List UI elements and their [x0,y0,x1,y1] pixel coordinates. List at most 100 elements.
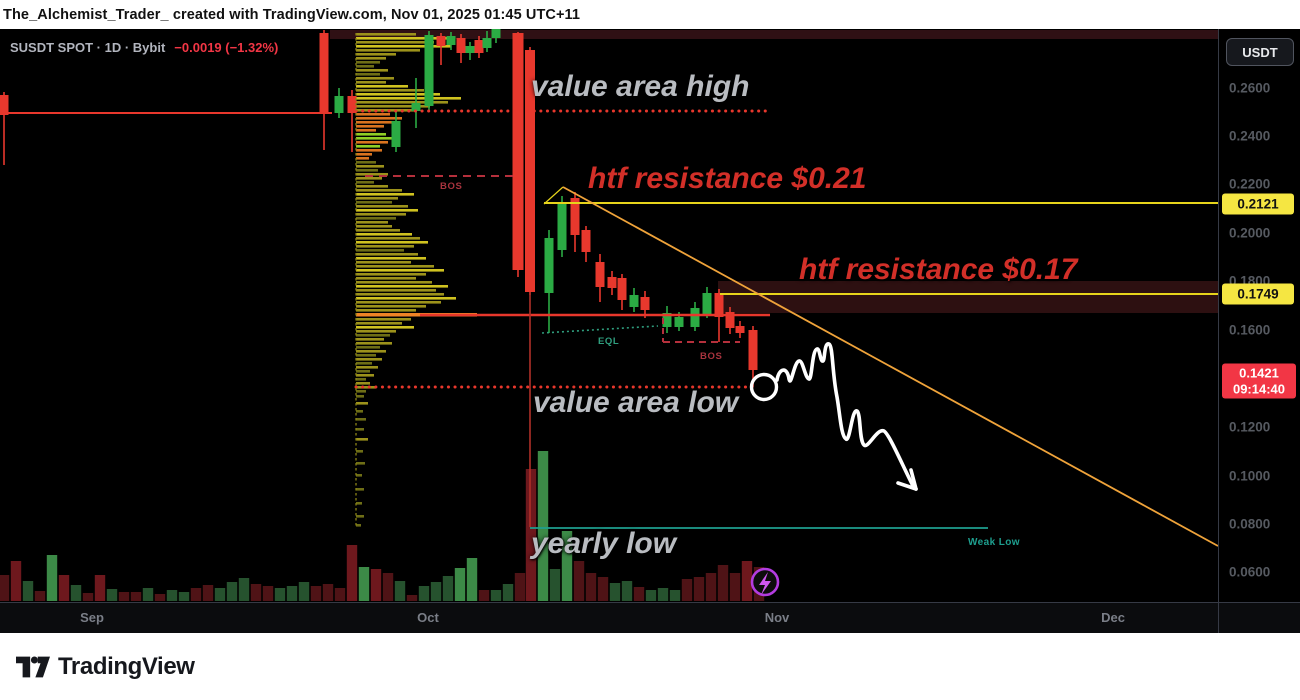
tradingview-logo[interactable]: TradingView [16,653,195,681]
volume-profile-bar [356,330,396,333]
label-bos-upper[interactable]: BOS [440,181,463,192]
volume-profile-bar [356,370,370,373]
last-price-badge: 0.1421 09:14:40 [1222,363,1296,399]
candle-body [525,50,535,292]
volume-bar [202,585,214,601]
attribution-text: The_Alchemist_Trader_ created with Tradi… [3,6,581,23]
annotation-value-area-high[interactable]: value area high [531,70,750,103]
annotation-yearly-low[interactable]: yearly low [531,527,677,560]
volume-profile-bar [356,93,440,96]
month-label-dec: Dec [1101,610,1125,625]
volume-profile-bar [356,149,382,152]
label-eql[interactable]: EQL [598,336,620,347]
volume-profile-bar [356,193,414,196]
annotation-htf-resistance-021[interactable]: htf resistance $0.21 [588,162,867,195]
volume-profile-bar [356,225,392,228]
volume-profile-bar [356,297,456,300]
volume-bar [717,565,729,601]
volume-bar [406,595,418,601]
symbol-title[interactable]: SUSDT SPOT · 1D · Bybit [10,40,166,55]
volume-bar [214,588,226,601]
volume-bar [346,545,358,601]
volume-profile-bar [356,181,374,184]
label-bos-lower[interactable]: BOS [700,351,723,362]
hand-drawn-projection-arrow[interactable] [775,342,915,488]
annotation-value-area-low[interactable]: value area low [533,386,739,419]
volume-profile-bar [356,45,451,48]
volume-profile-bar [356,269,444,272]
volume-bar [46,555,58,601]
hand-drawn-circle[interactable] [749,372,779,402]
volume-profile-bar [356,374,374,377]
volume-bar [334,588,346,601]
volume-profile-bar [356,515,364,518]
candle-body [334,96,344,113]
volume-bar [454,568,466,601]
volume-bar [729,573,741,601]
volume-bar [705,573,717,601]
chart-legend[interactable]: SUSDT SPOT · 1D · Bybit −0.0019 (−1.32%) [10,40,278,55]
volume-bar [681,579,693,601]
volume-profile-bar [356,386,376,389]
volume-profile-bar [356,85,408,88]
volume-profile-bar [356,253,418,256]
axis-separator [1218,602,1219,633]
volume-profile-bar [356,189,402,192]
price-alert-badge: 0.2121 [1222,193,1294,215]
lightning-bolt-icon [759,572,771,595]
volume-bar [226,582,238,601]
volume-profile-bar [356,117,402,120]
price-axis[interactable]: 0.2600 0.2400 0.2200 0.2000 0.1800 0.1600 0.12… [1218,29,1300,602]
upper-shaded-zone[interactable] [330,30,1218,39]
volume-profile-bar [356,113,390,116]
htf-resistance-zone[interactable] [718,281,1218,313]
candle-body [512,33,524,270]
volume-bar [358,567,370,601]
volume-profile-bar [356,137,392,140]
volume-profile-bar [356,69,388,72]
time-axis[interactable]: Sep Oct Nov Dec [0,602,1300,633]
candle-body [581,230,591,252]
price-tick-label: 0.1600 [1229,322,1271,338]
annotation-htf-resistance-017[interactable]: htf resistance $0.17 [799,253,1078,286]
volume-bar [442,576,454,601]
volume-bar [478,590,490,601]
volume-profile-bar [356,265,434,268]
volume-profile-bar [356,245,414,248]
volume-profile-bar [356,438,368,441]
volume-bar [490,590,502,601]
htf-21-peak-link[interactable] [543,186,564,205]
volume-profile-bar [356,237,420,240]
volume-profile-bar [356,450,363,453]
volume-profile-bar [356,362,372,365]
volume-bar [525,469,537,601]
volume-profile-bar [356,197,398,200]
volume-profile-bar [356,249,404,252]
volume-profile-bar [356,410,363,413]
volume-bar [573,561,585,601]
volume-profile-bar [356,221,388,224]
volume-bar [106,589,118,601]
candle-body [607,277,617,288]
volume-bar [130,592,142,601]
volume-profile-bar [356,65,374,68]
volume-profile-bar [356,281,432,284]
volume-profile-bar [356,428,364,431]
volume-profile-bar [356,213,406,216]
volume-profile-bar [356,177,382,180]
candle-body [411,103,421,111]
volume-profile-bar [356,241,428,244]
label-weak-low[interactable]: Weak Low [968,537,1020,548]
volume-bar [58,575,70,601]
currency-toggle-button[interactable]: USDT [1226,38,1294,66]
price-chart[interactable] [0,29,1218,602]
volume-bar [310,586,322,601]
volume-bar [118,592,130,601]
volume-profile-bar [356,129,376,132]
volume-profile-bar [356,49,420,52]
candle-body [482,38,492,48]
descending-trendline[interactable] [562,186,1218,547]
volume-profile-bar [356,229,400,232]
eql-dotted[interactable] [541,325,659,334]
price-tick-label: 0.2400 [1229,128,1271,144]
